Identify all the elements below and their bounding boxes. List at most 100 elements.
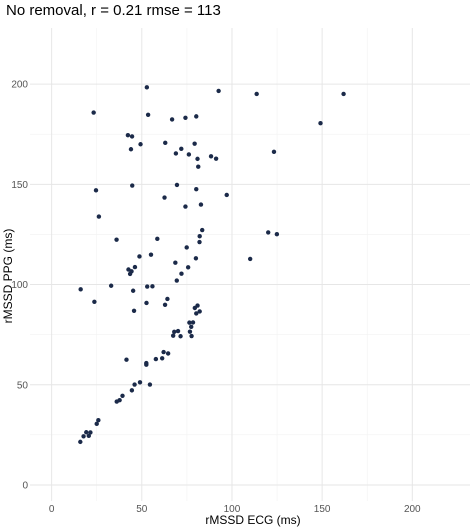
data-point: [117, 397, 122, 403]
data-point: [266, 230, 271, 235]
data-point: [216, 88, 221, 94]
data-point: [179, 146, 184, 152]
data-point: [186, 152, 192, 157]
data-point: [194, 186, 199, 192]
data-point: [162, 302, 168, 307]
data-point: [145, 284, 150, 289]
data-point: [132, 264, 138, 270]
data-point: [96, 214, 102, 219]
data-point: [124, 357, 129, 362]
data-point: [138, 142, 143, 147]
data-point: [174, 278, 179, 283]
y-axis-title: rMSSD PPG (ms): [1, 229, 15, 324]
data-point: [175, 328, 181, 334]
data-point: [137, 254, 142, 259]
data-point: [78, 287, 83, 292]
data-point: [185, 265, 191, 270]
data-point: [189, 324, 194, 330]
data-point: [125, 133, 131, 138]
data-points: [78, 85, 346, 445]
data-point: [81, 434, 86, 439]
data-point: [91, 110, 96, 115]
data-point: [196, 164, 201, 169]
data-point: [155, 236, 160, 242]
data-point: [144, 360, 149, 366]
data-point: [208, 154, 214, 159]
data-point: [200, 227, 205, 233]
data-point: [148, 252, 154, 257]
data-point: [179, 271, 184, 276]
data-point: [128, 147, 134, 152]
data-point: [254, 91, 259, 97]
data-point: [161, 349, 166, 355]
data-point: [129, 388, 135, 393]
data-point: [197, 309, 202, 314]
y-tick-label: 200: [11, 80, 28, 91]
data-point: [341, 91, 346, 97]
data-point: [159, 356, 165, 361]
x-tick-label: 150: [314, 504, 331, 515]
data-point: [108, 283, 114, 288]
data-point: [88, 430, 93, 435]
data-point: [170, 333, 176, 338]
data-point: [144, 300, 149, 306]
data-point: [192, 141, 197, 146]
data-point: [318, 121, 323, 126]
data-point: [194, 114, 199, 119]
chart-title: No removal, r = 0.21 rmse = 113: [6, 2, 221, 19]
x-tick-label: 100: [224, 504, 241, 515]
data-point: [183, 115, 188, 120]
data-point: [271, 149, 277, 155]
data-point: [92, 299, 97, 304]
grid-lines: [30, 28, 470, 501]
data-point: [163, 140, 168, 146]
data-point: [137, 380, 143, 385]
data-point: [178, 334, 183, 339]
x-tick-label: 50: [136, 504, 148, 515]
data-point: [145, 112, 151, 117]
data-point: [93, 188, 99, 193]
data-point: [247, 256, 253, 262]
data-point: [189, 333, 194, 339]
data-point: [162, 195, 167, 200]
data-point: [224, 192, 229, 198]
data-point: [131, 308, 137, 313]
data-point: [183, 204, 188, 209]
data-point: [120, 393, 125, 398]
data-point: [153, 356, 159, 362]
y-tick-label: 100: [11, 280, 28, 291]
data-point: [169, 117, 175, 122]
data-point: [173, 151, 179, 156]
y-tick-label: 50: [17, 380, 29, 391]
data-point: [197, 239, 202, 245]
data-point: [194, 311, 199, 316]
tick-labels: 0 50 100 150 200 0 50 100 150 200: [11, 80, 421, 515]
data-point: [165, 296, 170, 302]
data-point: [274, 232, 280, 237]
data-point: [172, 329, 177, 335]
data-point: [197, 234, 202, 239]
data-point: [96, 418, 101, 423]
data-point: [94, 421, 99, 427]
data-point: [187, 329, 193, 334]
data-point: [195, 303, 200, 308]
data-point: [165, 351, 171, 356]
data-point: [129, 134, 135, 139]
data-point: [173, 260, 178, 265]
data-point: [130, 288, 136, 293]
data-point: [132, 382, 137, 387]
y-tick-label: 0: [22, 480, 28, 491]
data-point: [144, 85, 150, 90]
data-point: [129, 269, 134, 274]
data-point: [84, 430, 89, 435]
data-point: [130, 183, 135, 188]
data-point: [174, 182, 180, 188]
data-point: [150, 284, 155, 289]
data-point: [78, 439, 83, 445]
y-tick-label: 150: [11, 180, 28, 191]
data-point: [187, 320, 192, 325]
data-point: [198, 202, 204, 207]
data-point: [184, 245, 189, 250]
data-point: [190, 320, 196, 325]
